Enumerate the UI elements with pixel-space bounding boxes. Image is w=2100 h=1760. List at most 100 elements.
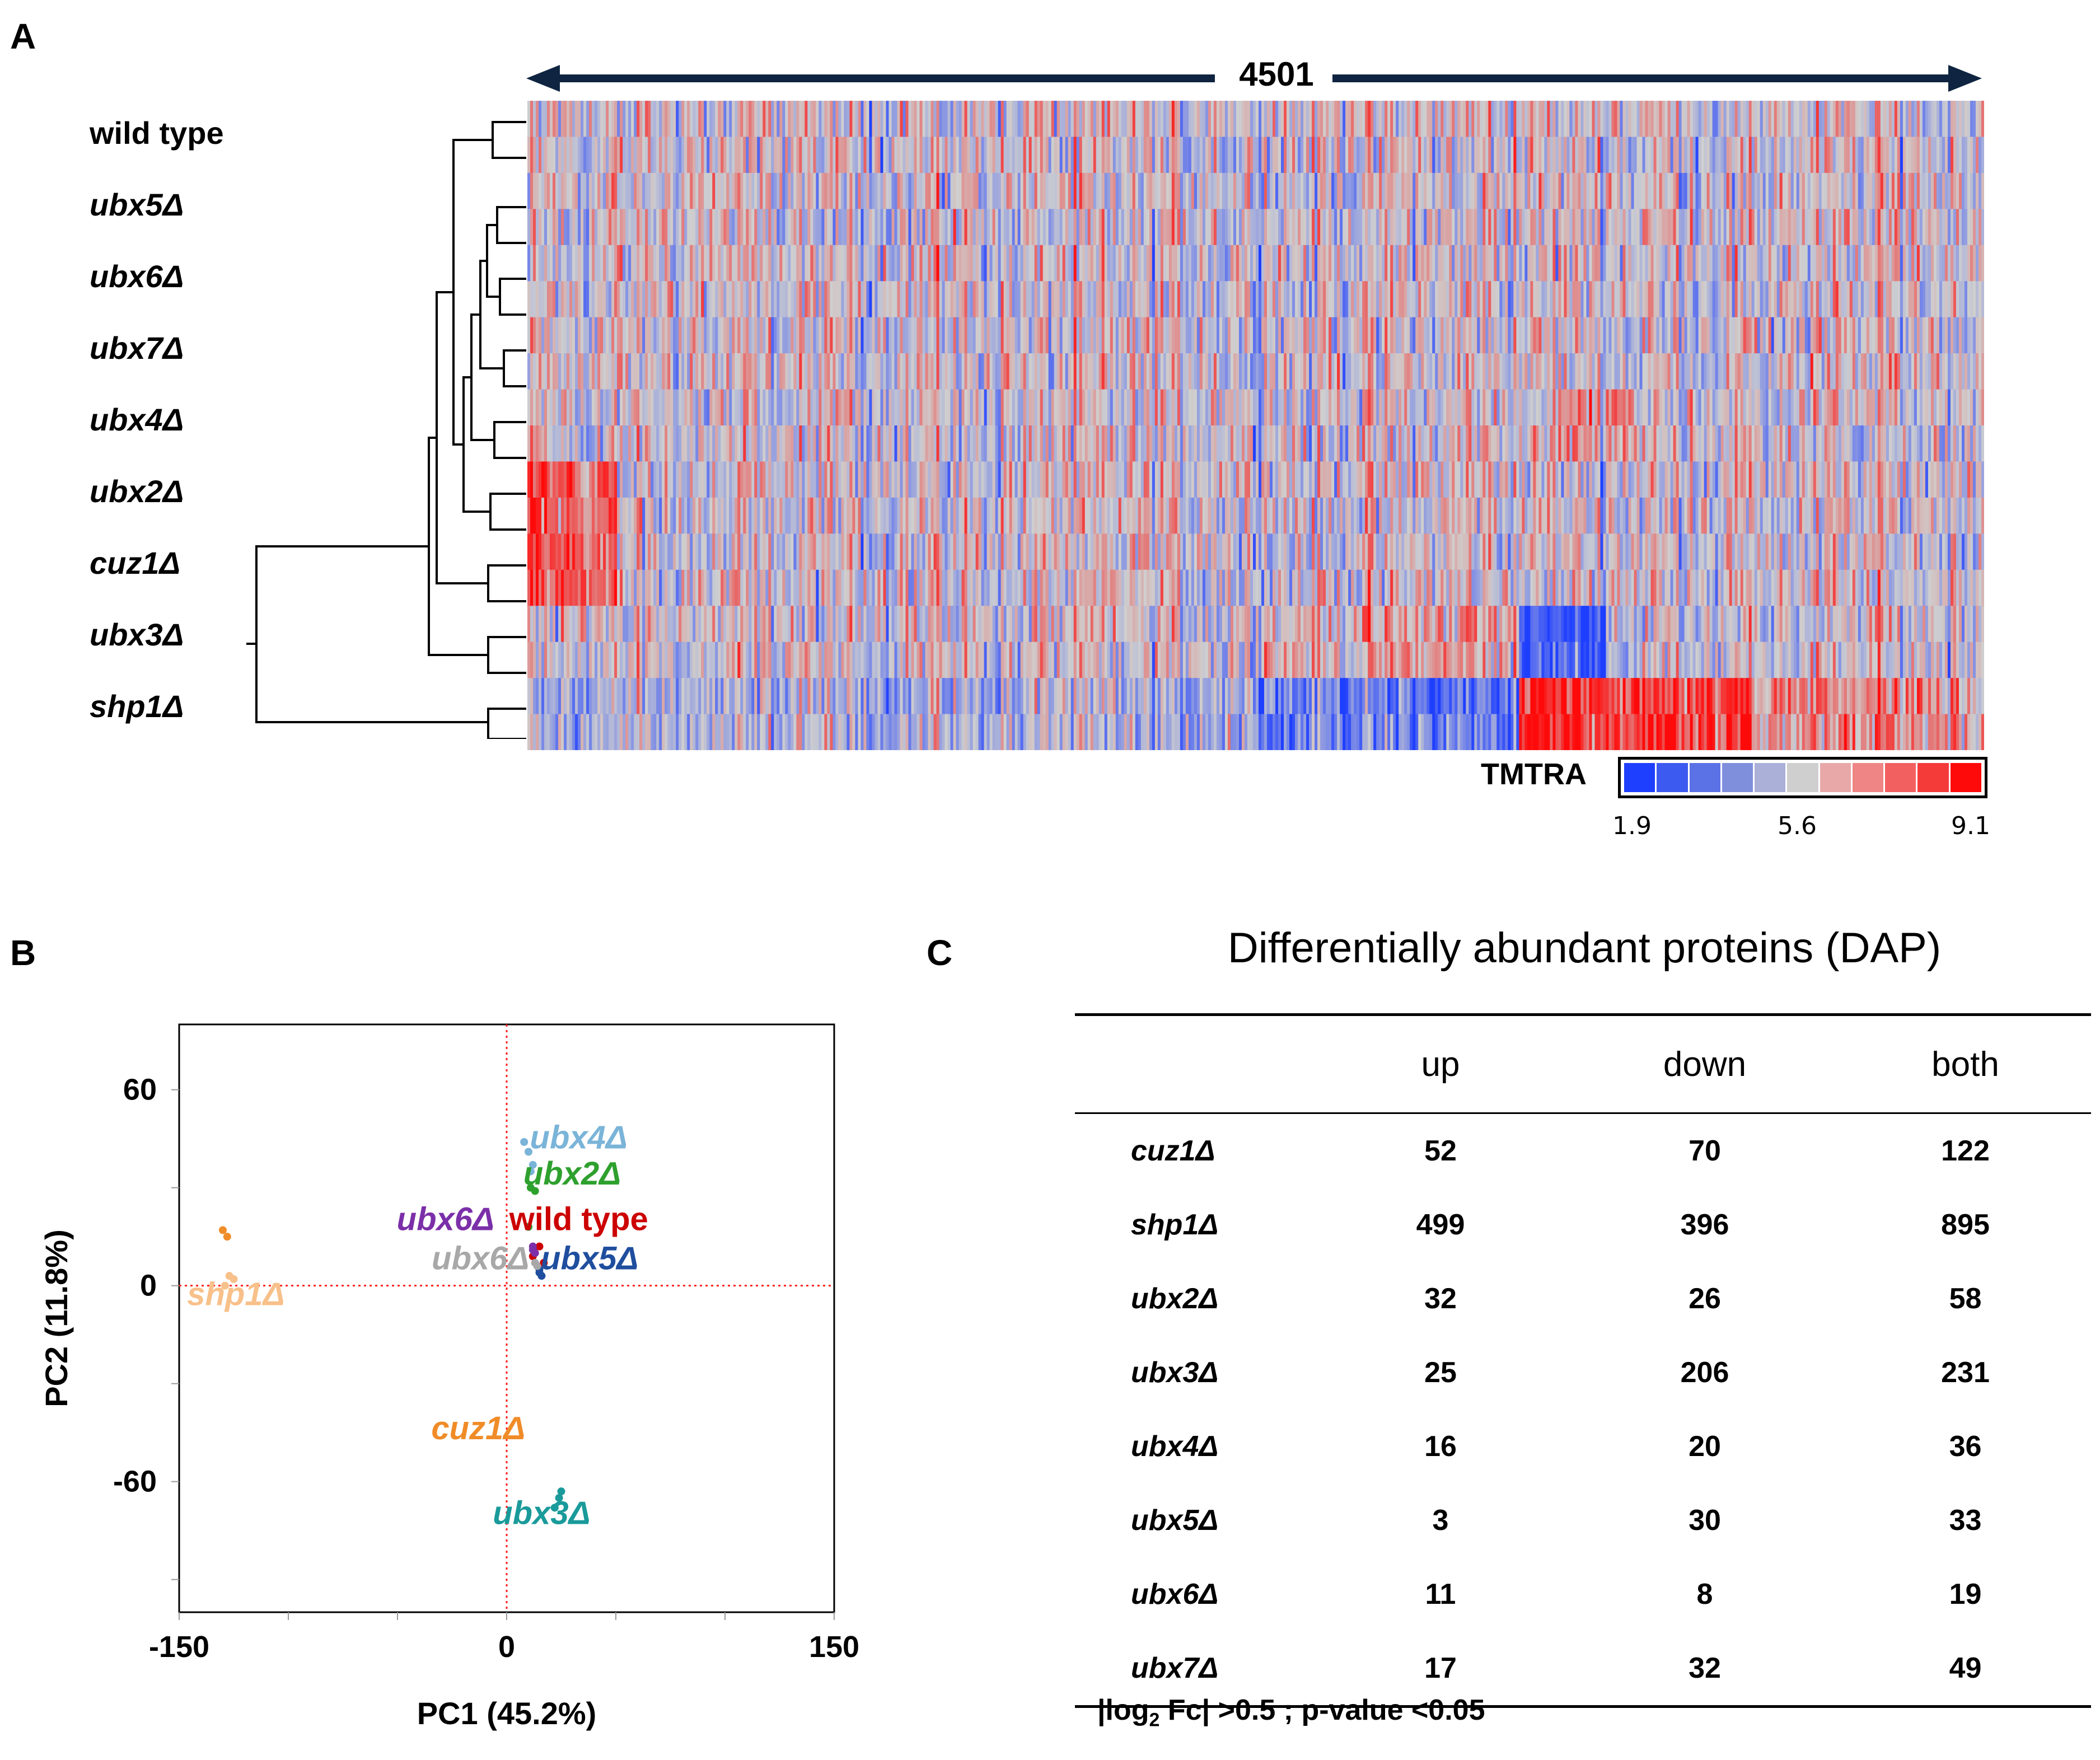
heatmap-cell	[855, 317, 859, 354]
heatmap-cell	[897, 353, 901, 390]
heatmap-cell	[1208, 172, 1212, 209]
heatmap-cell	[1555, 317, 1559, 354]
heatmap-cell	[802, 101, 805, 137]
heatmap-cell	[1816, 172, 1820, 209]
heatmap-cell	[1530, 317, 1533, 354]
heatmap	[527, 101, 1984, 750]
heatmap-cell	[1468, 245, 1472, 282]
heatmap-cell	[1303, 101, 1307, 137]
heatmap-cell	[986, 172, 990, 209]
heatmap-cell	[1250, 317, 1254, 354]
heatmap-cell	[754, 317, 757, 354]
heatmap-cell	[634, 209, 637, 246]
heatmap-cell	[866, 101, 870, 137]
heatmap-cell	[1107, 425, 1111, 462]
heatmap-cell	[1709, 389, 1713, 426]
heatmap-cell	[1365, 209, 1368, 246]
heatmap-cell	[1188, 245, 1192, 282]
heatmap-cell	[1754, 389, 1758, 426]
heatmap-cell	[914, 101, 918, 137]
heatmap-cell	[936, 245, 940, 282]
heatmap-cell	[975, 137, 979, 174]
heatmap-cell	[1754, 101, 1758, 137]
heatmap-cell	[807, 245, 811, 282]
heatmap-cell	[1449, 281, 1452, 318]
heatmap-cell	[1653, 317, 1657, 354]
heatmap-cell	[561, 353, 564, 390]
heatmap-cell	[1555, 245, 1559, 282]
heatmap-cell	[1578, 209, 1582, 246]
heatmap-cell	[623, 209, 626, 246]
heatmap-cell	[1440, 137, 1444, 174]
heatmap-cell	[1273, 281, 1276, 318]
heatmap-cell	[659, 389, 662, 426]
heatmap-cell	[1393, 389, 1396, 426]
heatmap-cell	[1564, 172, 1568, 209]
heatmap-cell	[782, 101, 785, 137]
heatmap-cell	[1709, 209, 1713, 246]
heatmap-cell	[723, 245, 727, 282]
heatmap-cell	[782, 281, 785, 318]
heatmap-cell	[1112, 317, 1116, 354]
heatmap-cell	[1541, 209, 1545, 246]
heatmap-cell	[1558, 137, 1562, 174]
heatmap-cell	[1301, 245, 1304, 282]
heatmap-cell	[1729, 317, 1733, 354]
heatmap-cell	[679, 209, 682, 246]
heatmap-cell	[1687, 317, 1691, 354]
heatmap-cell	[799, 317, 802, 354]
heatmap-cell	[863, 245, 867, 282]
heatmap-cell	[1068, 281, 1072, 318]
heatmap-cell	[1712, 209, 1716, 246]
heatmap-cell	[961, 317, 965, 354]
heatmap-cell	[1054, 353, 1058, 390]
heatmap-cell	[1191, 353, 1195, 390]
heatmap-cell	[1368, 425, 1371, 462]
heatmap-cell	[1541, 172, 1545, 209]
heatmap-cell	[1723, 245, 1727, 282]
heatmap-cell	[665, 209, 668, 246]
heatmap-cell	[1065, 317, 1069, 354]
heatmap-cell	[791, 245, 794, 282]
heatmap-cell	[1359, 101, 1363, 137]
heatmap-cell	[964, 245, 968, 282]
heatmap-cell	[1956, 172, 1959, 209]
heatmap-cell	[1126, 317, 1130, 354]
heatmap-cell	[1185, 389, 1189, 426]
heatmap-cell	[970, 245, 974, 282]
heatmap-cell	[1631, 209, 1635, 246]
heatmap-cell	[1059, 353, 1063, 390]
protein-count-arrow	[526, 65, 1982, 92]
heatmap-cell	[1656, 137, 1660, 174]
heatmap-cell	[1390, 172, 1393, 209]
heatmap-cell	[1460, 353, 1463, 390]
heatmap-cell	[1701, 281, 1705, 318]
heatmap-cell	[1821, 353, 1825, 390]
heatmap-cell	[1357, 209, 1360, 246]
heatmap-cell	[810, 209, 813, 246]
heatmap-cell	[743, 425, 746, 462]
heatmap-cell	[1482, 137, 1486, 174]
heatmap-cell	[1572, 172, 1576, 209]
heatmap-cell	[841, 317, 845, 354]
heatmap-cell	[1045, 425, 1049, 462]
heatmap-cell	[1687, 245, 1691, 282]
heatmap-cell	[1648, 389, 1652, 426]
heatmap-cell	[1278, 317, 1281, 354]
heatmap-cell	[1891, 172, 1895, 209]
heatmap-cell	[561, 209, 564, 246]
heatmap-cell	[592, 281, 595, 318]
heatmap-cell	[1541, 389, 1545, 426]
heatmap-cell	[880, 317, 884, 354]
heatmap-cell	[1216, 425, 1220, 462]
heatmap-cell	[1048, 425, 1052, 462]
heatmap-cell	[1830, 245, 1834, 282]
heatmap-cell	[972, 281, 976, 318]
heatmap-cell	[679, 425, 682, 462]
heatmap-cell	[902, 137, 906, 174]
heatmap-cell	[936, 281, 940, 318]
heatmap-cell	[1620, 209, 1624, 246]
heatmap-cell	[704, 281, 707, 318]
heatmap-cell	[872, 389, 876, 426]
heatmap-cell	[684, 317, 687, 354]
